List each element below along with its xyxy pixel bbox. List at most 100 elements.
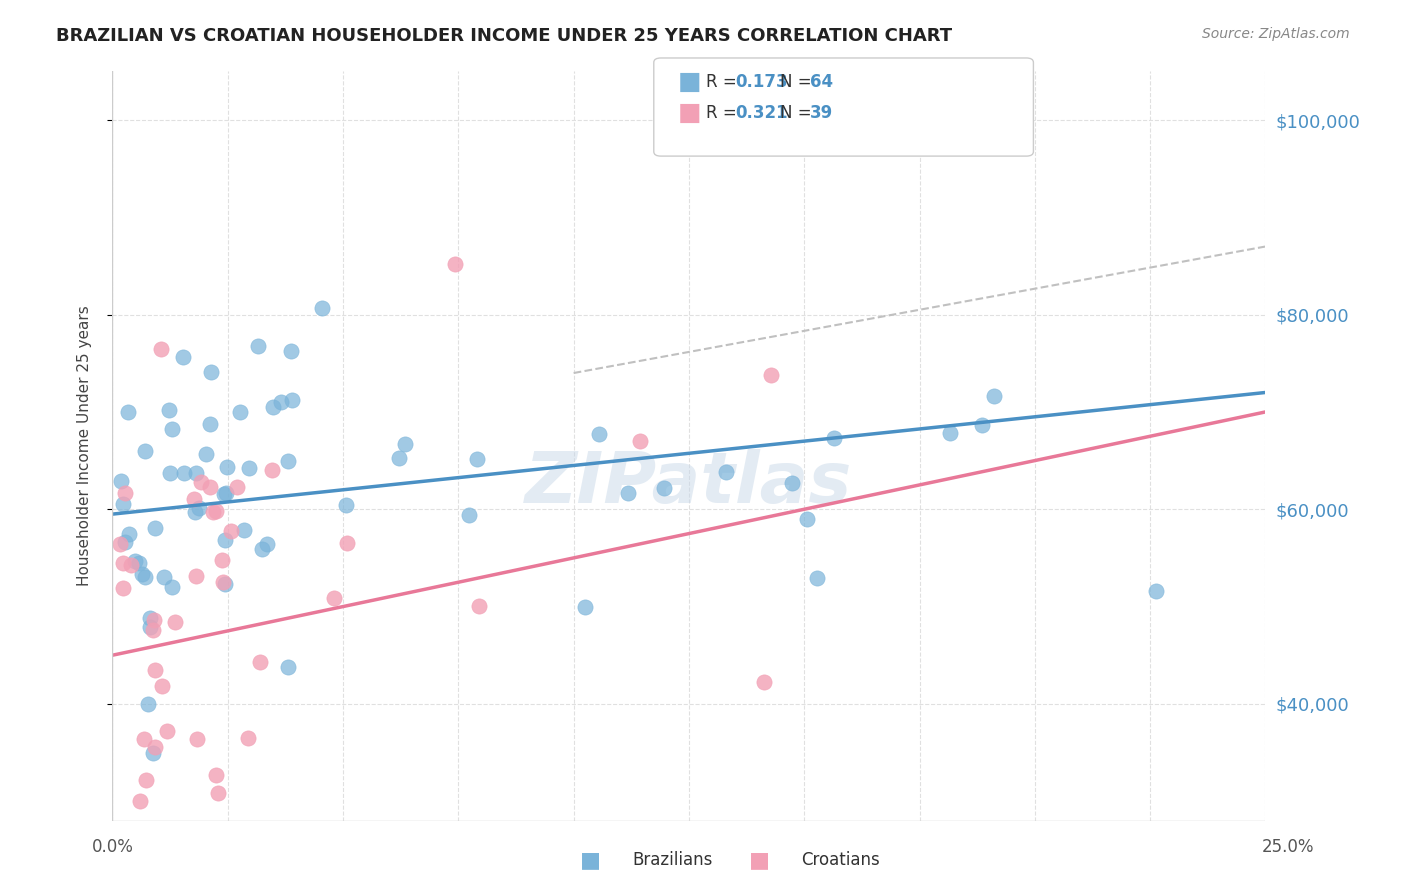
- Point: [135, 773, 157, 788]
- Point: [172, 350, 194, 364]
- Point: [173, 466, 195, 480]
- Point: [139, 619, 162, 633]
- Point: [111, 581, 134, 595]
- Point: [108, 537, 131, 551]
- Point: [120, 558, 142, 573]
- Point: [212, 487, 235, 501]
- Point: [160, 422, 183, 436]
- Text: N =: N =: [780, 73, 817, 91]
- Point: [336, 536, 359, 550]
- Point: [759, 368, 782, 383]
- Point: [184, 569, 207, 583]
- Point: [443, 257, 465, 271]
- Point: [207, 786, 229, 800]
- Point: [134, 731, 156, 746]
- Text: ■: ■: [581, 850, 600, 870]
- Point: [229, 404, 252, 418]
- Text: Brazilians: Brazilians: [633, 851, 713, 869]
- Point: [190, 475, 212, 489]
- Text: ■: ■: [678, 102, 702, 125]
- Text: 39: 39: [810, 104, 834, 122]
- Point: [388, 451, 411, 466]
- Point: [214, 577, 236, 591]
- Point: [163, 615, 186, 629]
- Point: [183, 491, 205, 506]
- Point: [217, 459, 239, 474]
- Point: [212, 575, 235, 590]
- Point: [628, 434, 651, 449]
- Point: [714, 465, 737, 479]
- Point: [458, 508, 481, 522]
- Text: 0.0%: 0.0%: [91, 838, 134, 855]
- Point: [754, 674, 776, 689]
- Point: [134, 444, 156, 458]
- Text: 64: 64: [810, 73, 832, 91]
- Point: [939, 425, 962, 440]
- Text: BRAZILIAN VS CROATIAN HOUSEHOLDER INCOME UNDER 25 YEARS CORRELATION CHART: BRAZILIAN VS CROATIAN HOUSEHOLDER INCOME…: [56, 27, 952, 45]
- Text: 0.173: 0.173: [735, 73, 787, 91]
- Point: [149, 342, 172, 356]
- Point: [134, 569, 156, 583]
- Point: [143, 613, 166, 627]
- Point: [124, 553, 146, 567]
- Point: [159, 403, 181, 417]
- Point: [574, 599, 596, 614]
- Point: [205, 768, 228, 782]
- Point: [249, 655, 271, 669]
- Text: N =: N =: [780, 104, 817, 122]
- Point: [128, 556, 150, 570]
- Point: [131, 566, 153, 581]
- Point: [214, 533, 236, 547]
- Text: ■: ■: [749, 850, 769, 870]
- Point: [270, 395, 292, 409]
- Point: [159, 466, 181, 480]
- Point: [323, 591, 346, 605]
- Point: [188, 501, 211, 516]
- Text: R =: R =: [706, 73, 742, 91]
- Point: [335, 498, 357, 512]
- Point: [260, 463, 283, 477]
- Text: ZIPatlas: ZIPatlas: [526, 449, 852, 518]
- Point: [112, 496, 135, 510]
- Point: [186, 467, 208, 481]
- Point: [256, 537, 278, 551]
- Point: [219, 524, 242, 539]
- Text: Source: ZipAtlas.com: Source: ZipAtlas.com: [1202, 27, 1350, 41]
- Point: [198, 417, 221, 431]
- Point: [588, 426, 610, 441]
- Point: [238, 461, 260, 475]
- Point: [205, 504, 228, 518]
- Point: [200, 365, 222, 379]
- Point: [823, 431, 845, 445]
- Point: [280, 393, 302, 408]
- Point: [143, 664, 166, 678]
- Text: R =: R =: [706, 104, 742, 122]
- Point: [139, 611, 162, 625]
- Point: [118, 526, 141, 541]
- Point: [233, 523, 256, 537]
- Point: [128, 794, 150, 808]
- Point: [652, 481, 675, 495]
- Point: [136, 697, 159, 711]
- Point: [184, 505, 207, 519]
- Point: [796, 512, 818, 526]
- Point: [465, 451, 488, 466]
- Point: [195, 447, 218, 461]
- Point: [150, 680, 173, 694]
- Point: [468, 599, 491, 613]
- Point: [277, 454, 299, 468]
- Point: [114, 534, 136, 549]
- Point: [186, 731, 208, 746]
- Point: [252, 541, 274, 556]
- Point: [142, 623, 165, 637]
- Point: [201, 505, 224, 519]
- Point: [262, 400, 284, 414]
- Point: [143, 740, 166, 755]
- Point: [280, 344, 302, 359]
- Point: [152, 570, 174, 584]
- Point: [142, 746, 165, 760]
- Point: [160, 580, 183, 594]
- Point: [215, 486, 238, 500]
- Point: [211, 553, 233, 567]
- Point: [311, 301, 333, 316]
